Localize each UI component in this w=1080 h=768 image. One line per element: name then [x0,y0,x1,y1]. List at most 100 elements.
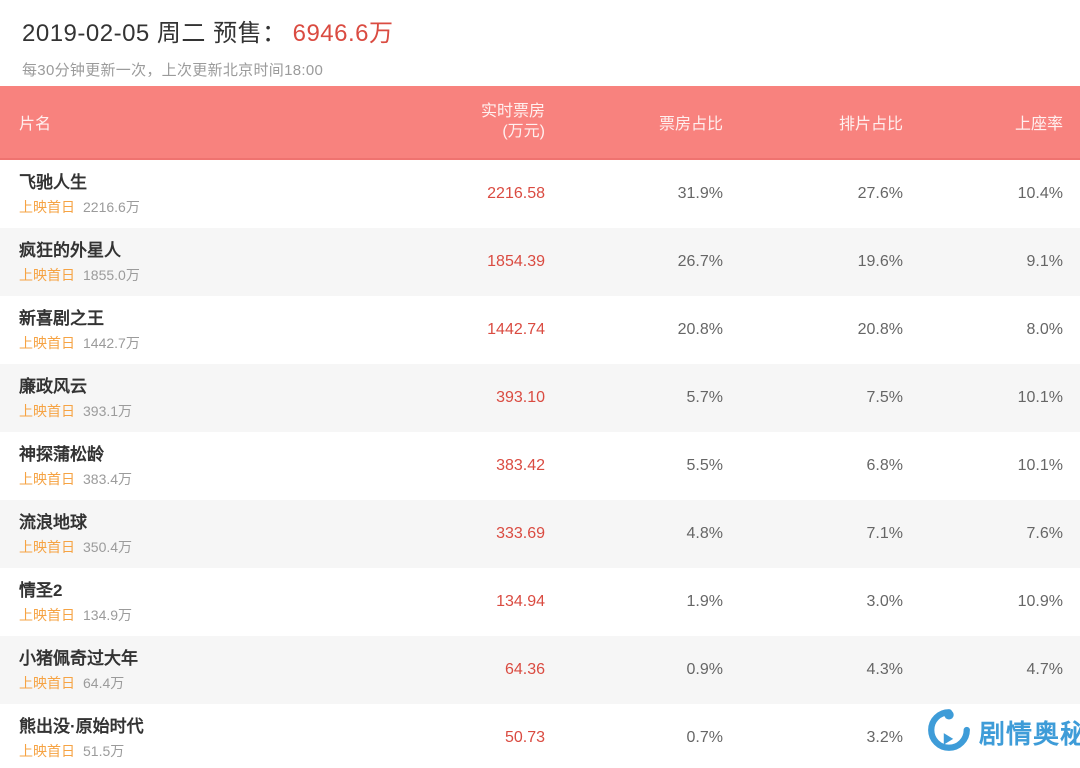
table-row[interactable]: 情圣2 上映首日 134.9万 134.94 1.9% 3.0% 10.9% [0,568,1080,636]
table-row[interactable]: 飞驰人生 上映首日 2216.6万 2216.58 31.9% 27.6% 10.… [0,160,1080,228]
table-row[interactable]: 小猪佩奇过大年 上映首日 64.4万 64.36 0.9% 4.3% 4.7% [0,636,1080,704]
first-day-total: 350.4万 [83,539,133,555]
first-day-total: 383.4万 [83,471,133,487]
watermark-label: 剧情奥秘 [979,718,1080,749]
attendance-rate: 9.1% [1026,253,1063,270]
movie-cell: 飞驰人生 上映首日 2216.6万 [0,172,365,216]
table-row[interactable]: 流浪地球 上映首日 350.4万 333.69 4.8% 7.1% 7.6% [0,500,1080,568]
realtime-box-office: 134.94 [496,593,545,610]
realtime-box-office: 50.73 [504,729,545,746]
realtime-box-office: 64.36 [504,661,545,678]
table-row[interactable]: 熊出没·原始时代 上映首日 51.5万 50.73 0.7% 3.2% [0,704,1080,768]
movie-cell: 新喜剧之王 上映首日 1442.7万 [0,308,365,352]
attendance-rate: 7.6% [1026,525,1063,542]
movie-cell: 情圣2 上映首日 134.9万 [0,580,365,624]
movie-subline: 上映首日 2216.6万 [19,198,365,216]
screening-share: 6.8% [866,457,903,474]
first-day-label: 上映首日 [19,743,75,759]
first-day-label: 上映首日 [19,471,75,487]
movie-subline: 上映首日 1855.0万 [19,266,365,284]
movie-title: 飞驰人生 [19,173,87,192]
table-header-row: 片名 实时票房 (万元) 票房占比 排片占比 上座率 [0,86,1080,160]
table-row[interactable]: 神探蒲松龄 上映首日 383.4万 383.42 5.5% 6.8% 10.1% [0,432,1080,500]
movie-title: 神探蒲松龄 [19,445,104,464]
box-office-share: 26.7% [677,253,723,270]
movie-subline: 上映首日 350.4万 [19,538,365,556]
box-office-share: 5.5% [686,457,723,474]
watermark-logo-icon [926,707,972,758]
movie-cell: 流浪地球 上映首日 350.4万 [0,512,365,556]
realtime-box-office: 333.69 [496,525,545,542]
col-header-realtime-line2: (万元) [502,123,545,140]
movie-title: 情圣2 [19,581,63,600]
update-note: 每30分钟更新一次，上次更新北京时间18:00 [22,62,324,79]
box-office-share: 31.9% [677,185,723,202]
movie-subline: 上映首日 134.9万 [19,606,365,624]
movie-cell: 廉政风云 上映首日 393.1万 [0,376,365,420]
screening-share: 4.3% [866,661,903,678]
first-day-total: 134.9万 [83,607,133,623]
movie-subline: 上映首日 1442.7万 [19,334,365,352]
first-day-label: 上映首日 [19,675,75,691]
first-day-label: 上映首日 [19,267,75,283]
presale-amount: 6946.6万 [292,20,394,47]
screening-share: 27.6% [857,185,903,202]
first-day-label: 上映首日 [19,607,75,623]
screening-share: 20.8% [857,321,903,338]
box-office-share: 0.9% [686,661,723,678]
titlebar: 2019-02-05 周二 预售： 6946.6万 每30分钟更新一次，上次更新北… [0,0,1080,80]
box-office-share: 5.7% [686,389,723,406]
attendance-rate: 10.4% [1017,185,1063,202]
first-day-label: 上映首日 [19,335,75,351]
table-body: 飞驰人生 上映首日 2216.6万 2216.58 31.9% 27.6% 10.… [0,160,1080,768]
movie-title: 熊出没·原始时代 [19,717,144,736]
first-day-total: 51.5万 [83,743,125,759]
first-day-label: 上映首日 [19,539,75,555]
col-header-attendance: 上座率 [1014,116,1063,133]
box-office-share: 4.8% [686,525,723,542]
movie-cell: 熊出没·原始时代 上映首日 51.5万 [0,716,365,760]
movie-title: 流浪地球 [19,513,87,532]
table-row[interactable]: 廉政风云 上映首日 393.1万 393.10 5.7% 7.5% 10.1% [0,364,1080,432]
first-day-label: 上映首日 [19,403,75,419]
table-row[interactable]: 新喜剧之王 上映首日 1442.7万 1442.74 20.8% 20.8% 8.… [0,296,1080,364]
realtime-box-office: 383.42 [496,457,545,474]
col-header-box-share: 票房占比 [658,116,723,133]
box-office-table: 片名 实时票房 (万元) 票房占比 排片占比 上座率 飞驰人生 上映首日 2216… [0,86,1080,768]
movie-subline: 上映首日 393.1万 [19,402,365,420]
watermark: 剧情奥秘 [926,706,1080,758]
movie-subline: 上映首日 383.4万 [19,470,365,488]
realtime-box-office: 1442.74 [487,321,545,338]
attendance-rate: 8.0% [1026,321,1063,338]
realtime-box-office: 1854.39 [487,253,545,270]
first-day-label: 上映首日 [19,199,75,215]
first-day-total: 1442.7万 [83,335,140,351]
box-office-share: 20.8% [677,321,723,338]
movie-cell: 疯狂的外星人 上映首日 1855.0万 [0,240,365,284]
movie-title: 廉政风云 [19,377,87,396]
screening-share: 19.6% [857,253,903,270]
table-row[interactable]: 疯狂的外星人 上映首日 1855.0万 1854.39 26.7% 19.6% 9… [0,228,1080,296]
realtime-box-office: 393.10 [496,389,545,406]
first-day-total: 1855.0万 [83,267,140,283]
screening-share: 3.0% [866,593,903,610]
attendance-rate: 10.1% [1017,457,1063,474]
col-header-screening-share: 排片占比 [838,116,903,133]
col-header-realtime: 实时票房 (万元) [365,102,545,142]
movie-cell: 小猪佩奇过大年 上映首日 64.4万 [0,648,365,692]
screening-share: 3.2% [866,729,903,746]
movie-subline: 上映首日 51.5万 [19,742,365,760]
first-day-total: 64.4万 [83,675,125,691]
realtime-box-office: 2216.58 [487,185,545,202]
box-office-share: 1.9% [686,593,723,610]
col-header-name: 片名 [19,116,52,133]
date-title: 2019-02-05 周二 预售： [22,20,287,47]
movie-title: 疯狂的外星人 [19,241,121,260]
movie-title: 小猪佩奇过大年 [19,649,138,668]
movie-subline: 上映首日 64.4万 [19,674,365,692]
screening-share: 7.5% [866,389,903,406]
movie-cell: 神探蒲松龄 上映首日 383.4万 [0,444,365,488]
col-header-realtime-line1: 实时票房 [480,103,545,120]
attendance-rate: 4.7% [1026,661,1063,678]
attendance-rate: 10.1% [1017,389,1063,406]
